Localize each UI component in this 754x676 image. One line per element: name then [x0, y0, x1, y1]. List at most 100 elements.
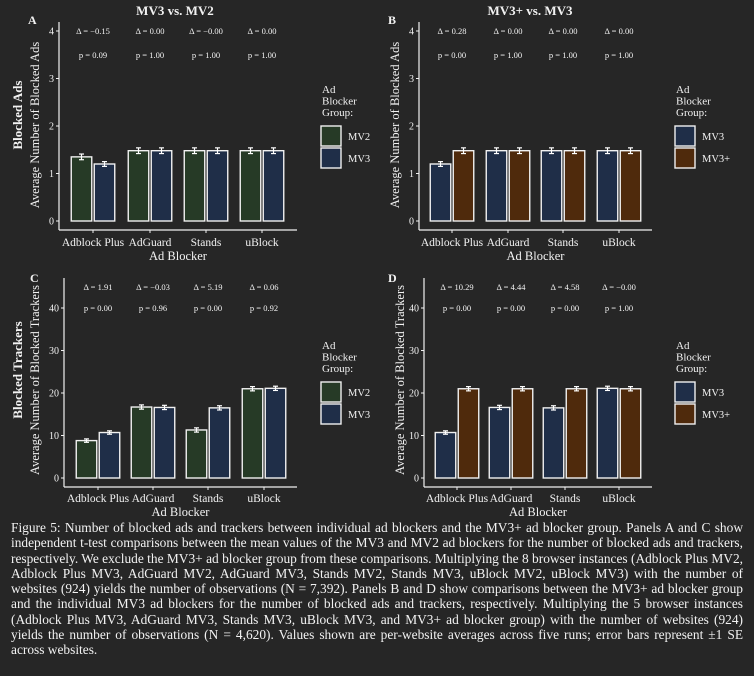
- bar-mv3: [262, 149, 285, 222]
- error-bar: [162, 404, 167, 411]
- y-tick-label: 0: [409, 217, 414, 228]
- p-value-annotation: p = 1.00: [605, 50, 633, 60]
- panel-a: MV3 vs. MV2 A 0 1 2 3 4 Average Number of Block…: [10, 3, 370, 263]
- p-value-annotation: p = 0.92: [250, 303, 278, 313]
- figure-caption: Figure 5: Number of blocked ads and trac…: [11, 520, 743, 658]
- p-value-annotation: p = 0.00: [443, 303, 471, 313]
- x-tick-label: Stands: [191, 237, 222, 249]
- x-tick-label: Stands: [548, 237, 579, 249]
- x-tick-label: Stands: [550, 493, 581, 505]
- error-bar: [520, 386, 525, 392]
- legend-title: Group:: [676, 107, 707, 119]
- error-bar: [494, 147, 499, 155]
- x-tick-label: uBlock: [245, 237, 278, 249]
- bar-mv3: [206, 149, 229, 222]
- legend-title: Group:: [322, 107, 353, 119]
- legend-title: Ad: [676, 340, 690, 352]
- panel-letter: D: [388, 271, 397, 285]
- delta-annotation: Δ = −0.15: [76, 26, 110, 36]
- error-bar: [107, 430, 112, 435]
- legend-label: MV3: [702, 132, 724, 143]
- bar-mv2: [130, 406, 153, 479]
- error-bar: [628, 386, 633, 392]
- legend-title: Ad: [322, 340, 336, 352]
- error-bar: [497, 404, 502, 411]
- p-value-annotation: p = 1.00: [605, 303, 633, 313]
- delta-annotation: Δ = 4.44: [497, 282, 527, 292]
- error-bar: [443, 430, 448, 435]
- panel-letter: B: [388, 13, 396, 27]
- row-label: Blocked Ads: [10, 81, 25, 150]
- x-axis-title: Ad Blocker: [507, 249, 566, 263]
- x-tick-label: Adblock Plus: [67, 493, 130, 505]
- y-tick-label: 20: [409, 389, 419, 400]
- bar-mv3: [93, 163, 116, 222]
- p-value-annotation: p = 0.09: [79, 50, 107, 60]
- delta-annotation: Δ = 0.00: [248, 26, 277, 36]
- y-tick-label: 3: [49, 74, 54, 85]
- bar-mv3: [596, 149, 619, 222]
- legend-label: MV2: [348, 388, 370, 399]
- error-bar: [572, 147, 577, 155]
- y-tick-label: 1: [409, 169, 414, 180]
- legend-title: Blocker: [676, 352, 711, 364]
- legend-label: MV3: [702, 388, 724, 399]
- delta-annotation: Δ = 0.28: [438, 26, 467, 36]
- y-tick-label: 4: [409, 27, 414, 38]
- error-bar: [549, 147, 554, 155]
- legend-swatch-mv3: [674, 125, 696, 147]
- bar-mv3: [542, 407, 565, 479]
- delta-annotation: Δ = 0.06: [250, 282, 279, 292]
- p-value-annotation: p = 1.00: [549, 50, 577, 60]
- error-bar: [605, 385, 610, 392]
- y-tick-label: 2: [409, 122, 414, 133]
- p-value-annotation: p = 0.00: [497, 303, 525, 313]
- panel-b: MV3+ vs. MV3 B 0 1 2 3 4 Average Number of Bloc…: [388, 3, 730, 263]
- bar-mv3: [485, 149, 508, 222]
- p-value-annotation: p = 0.00: [84, 303, 112, 313]
- bar-mv3: [488, 406, 511, 479]
- p-value-annotation: p = 1.00: [192, 50, 220, 60]
- error-bar: [438, 161, 443, 167]
- bar-mv2: [239, 149, 262, 222]
- bar-mv2: [70, 156, 93, 222]
- y-axis-title: Average Number of Blocked Trackers: [28, 285, 42, 475]
- y-tick-label: 1: [49, 169, 54, 180]
- error-bar: [517, 147, 522, 155]
- x-tick-label: AdGuard: [490, 493, 533, 505]
- x-tick-label: uBlock: [602, 493, 635, 505]
- x-tick-label: Adblock Plus: [426, 493, 489, 505]
- legend-title: Blocker: [322, 352, 357, 364]
- legend-title: Blocker: [322, 96, 357, 108]
- bar-mv3plus: [508, 149, 531, 222]
- p-value-annotation: p = 0.00: [551, 303, 579, 313]
- bar-mv2: [127, 149, 150, 222]
- bar-mv3: [540, 149, 563, 222]
- panel-title: MV3+ vs. MV3: [487, 3, 573, 18]
- error-bar: [461, 147, 466, 155]
- x-tick-label: AdGuard: [132, 493, 175, 505]
- x-tick-label: AdGuard: [129, 237, 172, 249]
- bar-mv3plus: [565, 388, 588, 479]
- x-axis-title: Ad Blocker: [509, 505, 568, 519]
- error-bar: [248, 147, 253, 155]
- legend-swatch-mv3: [320, 403, 342, 425]
- legend-label: MV3: [348, 410, 370, 421]
- delta-annotation: Δ = 0.00: [494, 26, 523, 36]
- error-bar: [139, 404, 144, 410]
- y-tick-label: 10: [409, 431, 419, 442]
- panel-letter: A: [28, 13, 37, 27]
- panel-c: C 0 10 20 30 40 Average Number of Blocked Trac…: [10, 271, 370, 519]
- bar-mv3plus: [511, 388, 534, 479]
- bar-mv3: [153, 406, 176, 479]
- delta-annotation: Δ = −0.00: [602, 282, 636, 292]
- error-bar: [271, 147, 276, 155]
- y-axis-title: Average Number of Blocked Trackers: [393, 285, 407, 475]
- legend-swatch-mv2: [320, 381, 342, 403]
- delta-annotation: Δ = −0.03: [136, 282, 170, 292]
- error-bar: [466, 386, 471, 392]
